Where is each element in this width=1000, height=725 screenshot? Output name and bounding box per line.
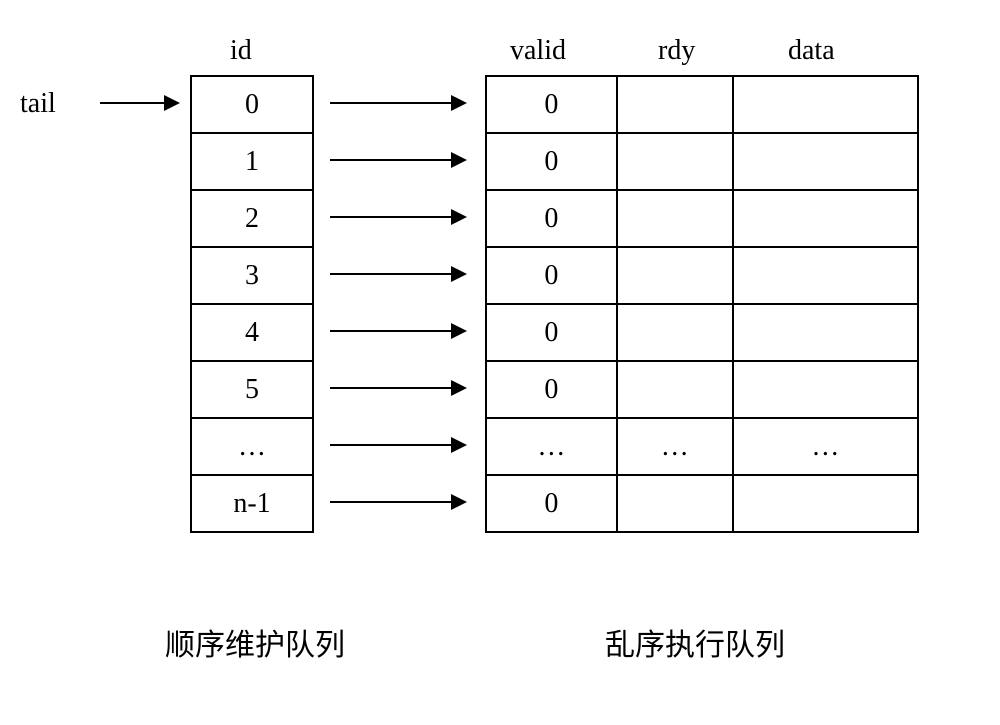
- map-arrow: [330, 159, 465, 161]
- id-cell: 5: [192, 362, 312, 419]
- map-arrow: [330, 102, 465, 104]
- data-cell: [734, 134, 917, 189]
- exec-queue-table: 0 0 0 0 0 0 …: [485, 75, 919, 533]
- data-cell: [734, 305, 917, 360]
- rdy-header: rdy: [658, 35, 695, 67]
- table-row: 0: [487, 362, 917, 419]
- map-arrow: [330, 216, 465, 218]
- table-row: 0: [487, 77, 917, 134]
- map-arrow: [330, 501, 465, 503]
- valid-cell: 0: [487, 362, 618, 417]
- rdy-cell: [618, 476, 734, 531]
- id-cell: 4: [192, 305, 312, 362]
- data-cell: [734, 476, 917, 531]
- map-arrow: [330, 330, 465, 332]
- data-cell: [734, 77, 917, 132]
- diagram-canvas: id valid rdy data tail 0 1 2 3 4 5 … n-1…: [0, 0, 1000, 725]
- id-cell: 3: [192, 248, 312, 305]
- valid-cell: 0: [487, 248, 618, 303]
- id-header: id: [230, 35, 252, 67]
- id-cell: …: [192, 419, 312, 476]
- rdy-cell: …: [618, 419, 734, 474]
- table-row: … … …: [487, 419, 917, 476]
- rdy-cell: [618, 191, 734, 246]
- rdy-cell: [618, 362, 734, 417]
- data-cell: [734, 191, 917, 246]
- valid-cell: 0: [487, 77, 618, 132]
- data-cell: [734, 248, 917, 303]
- table-row: 0: [487, 305, 917, 362]
- data-cell: …: [734, 419, 917, 474]
- valid-cell: …: [487, 419, 618, 474]
- table-row: 0: [487, 476, 917, 531]
- rdy-cell: [618, 248, 734, 303]
- id-cell: 2: [192, 191, 312, 248]
- table-row: 0: [487, 191, 917, 248]
- left-caption: 顺序维护队列: [165, 620, 345, 664]
- rdy-cell: [618, 305, 734, 360]
- table-row: 0: [487, 134, 917, 191]
- tail-arrow: [100, 102, 178, 104]
- id-cell: 1: [192, 134, 312, 191]
- table-row: 0: [487, 248, 917, 305]
- map-arrow: [330, 387, 465, 389]
- valid-cell: 0: [487, 305, 618, 360]
- valid-cell: 0: [487, 476, 618, 531]
- map-arrow: [330, 444, 465, 446]
- rdy-cell: [618, 134, 734, 189]
- valid-cell: 0: [487, 134, 618, 189]
- data-header: data: [788, 35, 835, 67]
- valid-header: valid: [510, 35, 566, 67]
- data-cell: [734, 362, 917, 417]
- order-queue-table: 0 1 2 3 4 5 … n-1: [190, 75, 314, 533]
- id-cell: n-1: [192, 476, 312, 531]
- valid-cell: 0: [487, 191, 618, 246]
- right-caption: 乱序执行队列: [605, 620, 785, 664]
- id-cell: 0: [192, 77, 312, 134]
- map-arrow: [330, 273, 465, 275]
- rdy-cell: [618, 77, 734, 132]
- tail-label: tail: [20, 88, 56, 120]
